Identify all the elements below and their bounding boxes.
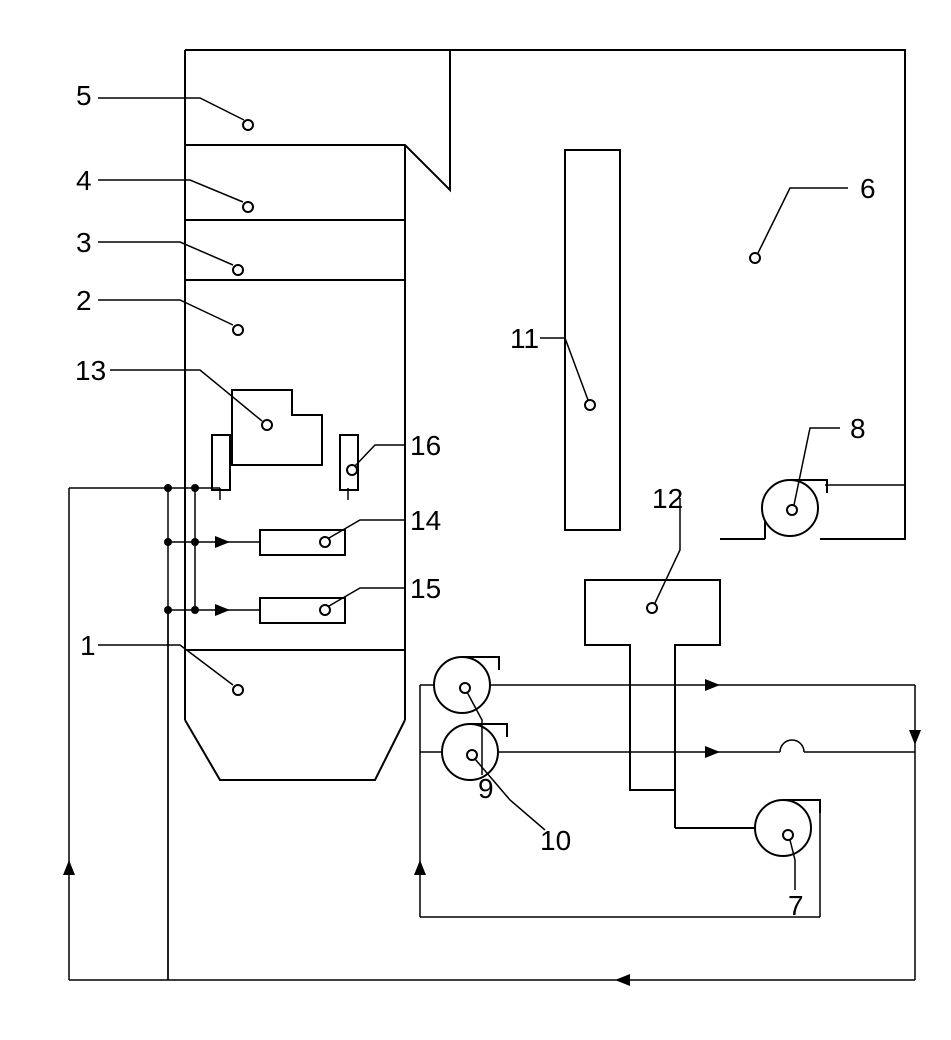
label-2-text: 2 <box>76 285 92 316</box>
label-16-text: 16 <box>410 430 441 461</box>
label-group-16: 16 <box>347 430 441 475</box>
label-group-6: 6 <box>750 173 876 263</box>
component-16-right <box>340 435 358 490</box>
label-group-8: 8 <box>787 413 866 515</box>
vessel-hopper <box>185 720 405 780</box>
label-11-text: 11 <box>510 323 539 354</box>
label-1-text: 1 <box>80 630 96 661</box>
diagram-svg: 1 2 3 4 5 6 7 <box>20 20 951 1020</box>
fan-8 <box>720 480 827 539</box>
label-group-3: 3 <box>76 227 243 275</box>
hop-arc <box>780 740 804 752</box>
vessel-top-angle <box>185 50 450 190</box>
label-group-12: 12 <box>647 483 683 613</box>
schematic-diagram: 1 2 3 4 5 6 7 <box>20 20 951 1020</box>
label-6-text: 6 <box>860 173 876 204</box>
label-group-13: 13 <box>75 355 272 430</box>
component-15 <box>260 598 345 623</box>
label-group-2: 2 <box>76 285 243 335</box>
component-13 <box>232 390 322 465</box>
dot-2 <box>191 484 199 492</box>
fan-9 <box>434 657 499 713</box>
component-14 <box>260 530 345 555</box>
component-11 <box>565 150 620 530</box>
label-7-text: 7 <box>788 890 804 921</box>
arrow-10-right <box>705 746 720 758</box>
dot-3 <box>164 538 172 546</box>
arrow-left-bottom <box>615 974 630 986</box>
label-group-15: 15 <box>320 573 441 615</box>
label-8-text: 8 <box>850 413 866 444</box>
label-group-11: 11 <box>510 323 595 410</box>
arrow-9-right <box>705 679 720 691</box>
label-group-14: 14 <box>320 505 441 547</box>
label-group-1: 1 <box>80 630 243 695</box>
label-5-text: 5 <box>76 80 92 111</box>
label-13-text: 13 <box>75 355 106 386</box>
dot-3b <box>191 538 199 546</box>
label-group-9: 9 <box>460 683 494 804</box>
arrow-up-49 <box>63 860 75 875</box>
label-group-7: 7 <box>783 830 804 921</box>
label-14-text: 14 <box>410 505 441 536</box>
arrow-down-895 <box>909 730 921 745</box>
label-3-text: 3 <box>76 227 92 258</box>
fan-7 <box>675 790 820 856</box>
label-4-text: 4 <box>76 165 92 196</box>
label-15-text: 15 <box>410 573 441 604</box>
dot-4b <box>191 606 199 614</box>
label-group-4: 4 <box>76 165 253 212</box>
label-10-text: 10 <box>540 825 571 856</box>
arrow-15 <box>215 604 230 616</box>
label-12-text: 12 <box>652 483 683 514</box>
label-group-5: 5 <box>76 80 253 130</box>
component-16-left <box>212 435 230 490</box>
fan-10 <box>442 724 507 780</box>
arrow-up-400 <box>414 860 426 875</box>
arrow-14 <box>215 536 230 548</box>
